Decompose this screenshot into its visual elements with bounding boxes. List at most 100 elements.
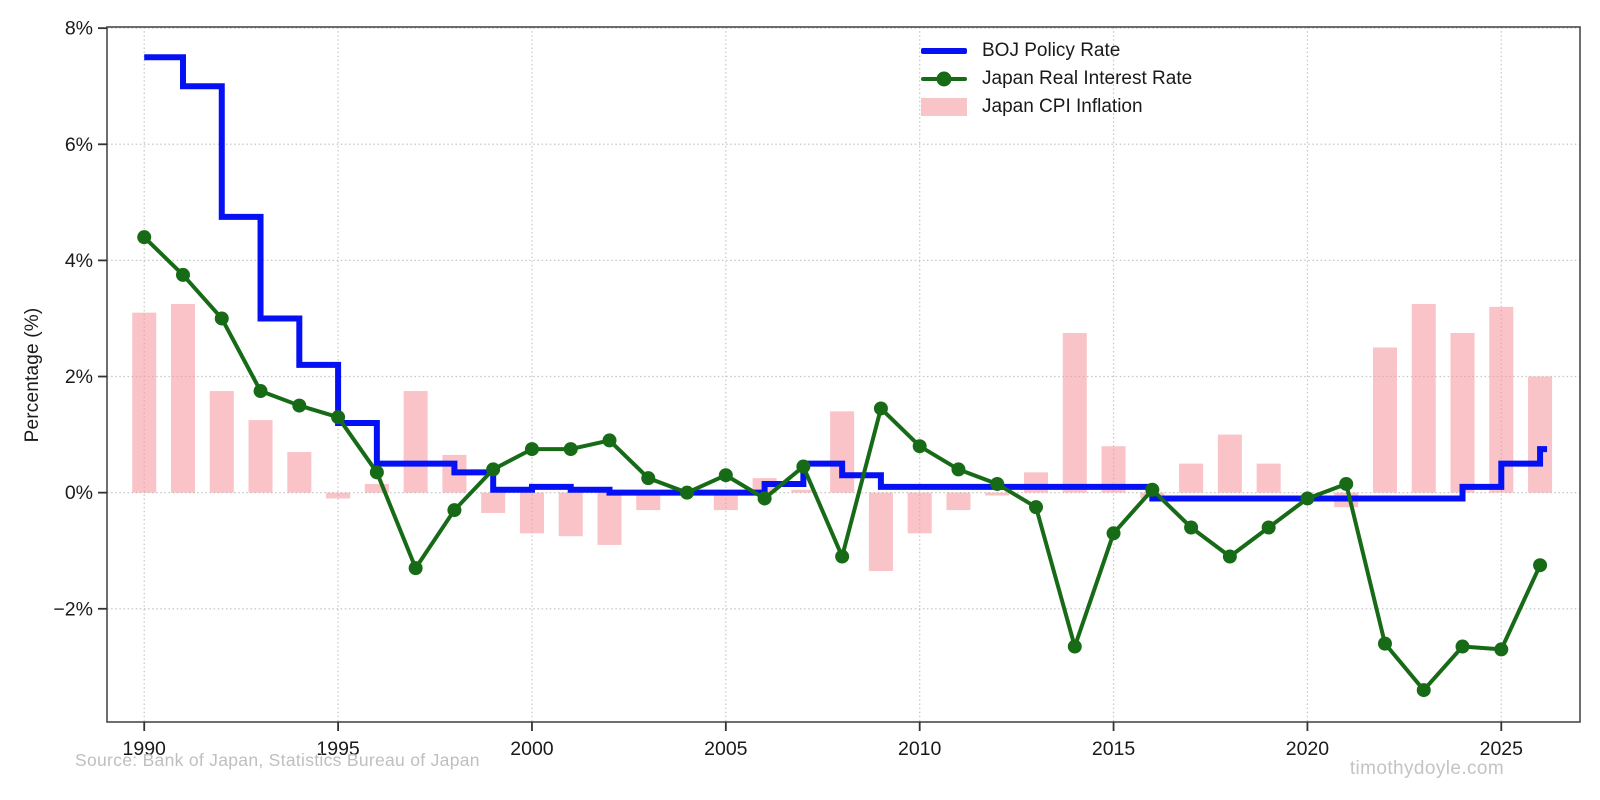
cpi-bar xyxy=(1179,463,1204,493)
data-point-marker xyxy=(718,468,733,483)
data-point-marker xyxy=(447,503,462,518)
cpi-bar xyxy=(1062,332,1087,493)
data-point-marker xyxy=(1106,526,1121,541)
data-point-marker xyxy=(757,491,772,506)
cpi-bar xyxy=(597,492,622,545)
cpi-bar xyxy=(209,391,234,493)
y-axis-title: Percentage (%) xyxy=(22,307,43,443)
cpi-bar xyxy=(170,303,196,493)
legend-item-boj-policy-rate: BOJ Policy Rate xyxy=(921,40,1192,61)
x-tick-label: 2010 xyxy=(898,738,942,760)
y-tick-label: 0% xyxy=(65,482,93,504)
cpi-bar xyxy=(481,492,506,513)
real-interest-rate-markers xyxy=(137,230,1548,698)
data-point-marker xyxy=(331,410,346,425)
cpi-bar xyxy=(1528,376,1553,493)
y-tick-label: 2% xyxy=(65,366,93,388)
plot-border xyxy=(106,26,1581,723)
data-point-marker xyxy=(486,462,501,477)
legend-item-japan-real-interest-rate: Japan Real Interest Rate xyxy=(921,68,1192,89)
source-note: Source: Bank of Japan, Statistics Bureau… xyxy=(75,750,480,770)
legend-item-japan-cpi-inflation: Japan CPI Inflation xyxy=(921,96,1192,117)
cpi-bar xyxy=(713,492,738,511)
data-point-marker xyxy=(408,561,423,576)
data-point-marker xyxy=(563,442,578,457)
data-point-marker xyxy=(1533,558,1548,573)
data-point-marker xyxy=(873,401,888,416)
data-point-marker xyxy=(1300,491,1315,506)
cpi-bar xyxy=(1256,463,1281,493)
y-tick-label: −2% xyxy=(53,598,93,620)
x-tick-label: 2020 xyxy=(1286,738,1330,760)
axis-ticks xyxy=(98,27,1503,731)
legend-swatch-line xyxy=(921,68,967,89)
cpi-bar xyxy=(403,391,428,493)
data-point-marker xyxy=(680,485,695,500)
data-point-marker xyxy=(214,311,229,326)
cpi-bar xyxy=(946,492,971,511)
data-point-marker xyxy=(835,549,850,564)
data-point-marker xyxy=(951,462,966,477)
legend-marker-glyph xyxy=(936,71,952,86)
data-point-marker xyxy=(175,267,190,282)
cpi-bar xyxy=(830,411,855,493)
cpi-bar xyxy=(287,452,312,493)
legend-label: BOJ Policy Rate xyxy=(982,39,1121,61)
cpi-bar xyxy=(558,492,583,537)
data-point-marker xyxy=(369,465,384,480)
x-tick-label: 2025 xyxy=(1480,738,1524,760)
cpi-bar xyxy=(985,492,1010,496)
legend-label: Japan CPI Inflation xyxy=(982,95,1143,117)
cpi-bar xyxy=(1217,434,1242,493)
axis-tick-labels: 8% 6% 4% 2% 0% −2% 1990 1995 2000 2005 2010 2015 202… xyxy=(53,18,1523,760)
data-point-marker xyxy=(137,230,152,245)
data-point-marker xyxy=(253,384,268,399)
data-point-marker xyxy=(1455,639,1470,654)
data-point-marker xyxy=(1184,520,1199,535)
x-tick-label: 2015 xyxy=(1092,738,1136,760)
gridlines xyxy=(107,27,1580,722)
data-point-marker xyxy=(524,442,539,457)
legend: BOJ Policy Rate Japan Real Interest Rate J… xyxy=(921,40,1192,117)
cpi-bar xyxy=(132,312,157,493)
cpi-bar xyxy=(364,483,389,493)
x-tick-label: 1990 xyxy=(123,738,167,760)
data-point-marker xyxy=(1145,482,1160,497)
y-tick-label: 6% xyxy=(65,134,93,156)
boj-policy-rate-line xyxy=(144,54,1548,502)
data-point-marker xyxy=(796,459,811,474)
data-point-marker xyxy=(912,439,927,454)
cpi-bar xyxy=(636,492,661,511)
data-point-marker xyxy=(990,476,1005,491)
site-watermark: timothydoyle.com xyxy=(1349,758,1505,779)
cpi-bar xyxy=(519,492,544,534)
cpi-bar xyxy=(248,420,273,493)
cpi-inflation-bars xyxy=(132,303,1553,572)
data-point-marker xyxy=(1377,636,1392,651)
data-point-marker xyxy=(1339,476,1354,491)
legend-line-glyph xyxy=(921,47,967,54)
data-point-marker xyxy=(1494,642,1509,657)
x-tick-label: 1995 xyxy=(316,738,360,760)
cpi-bar xyxy=(791,489,816,493)
cpi-bar xyxy=(326,492,351,499)
data-point-marker xyxy=(292,398,307,413)
legend-swatch-bar xyxy=(921,97,967,116)
cpi-bar xyxy=(907,492,932,534)
data-point-marker xyxy=(602,433,617,448)
legend-label: Japan Real Interest Rate xyxy=(982,67,1193,89)
data-point-marker xyxy=(1261,520,1276,535)
data-point-marker xyxy=(1067,639,1082,654)
cpi-bar xyxy=(1450,332,1475,493)
cpi-bar xyxy=(1372,347,1397,493)
cpi-bar xyxy=(1411,303,1436,493)
y-tick-label: 4% xyxy=(65,250,93,272)
y-tick-label: 8% xyxy=(65,18,93,40)
cpi-bar xyxy=(868,492,893,572)
data-point-marker xyxy=(1416,683,1431,698)
legend-swatch-line xyxy=(921,40,967,61)
data-point-marker xyxy=(1222,549,1237,564)
data-point-marker xyxy=(641,471,656,486)
